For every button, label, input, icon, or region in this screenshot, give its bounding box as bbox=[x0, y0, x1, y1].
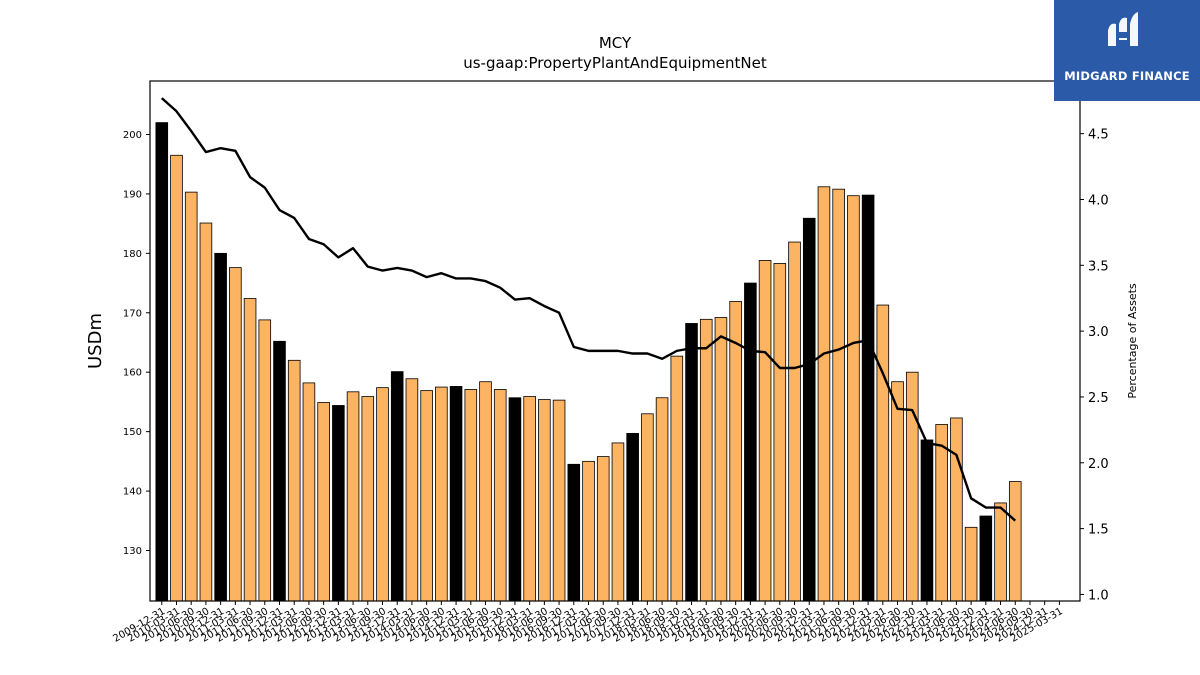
bar bbox=[670, 355, 684, 602]
y2-tick-label: 1.0 bbox=[1088, 588, 1109, 603]
bar bbox=[420, 390, 433, 602]
bar bbox=[273, 340, 286, 602]
bar bbox=[287, 359, 301, 602]
midgard-logo-icon bbox=[1108, 12, 1138, 46]
bar bbox=[920, 439, 934, 602]
bar bbox=[626, 433, 639, 602]
y-axis-label: USDm bbox=[85, 313, 106, 369]
bar bbox=[832, 188, 845, 602]
bar bbox=[994, 502, 1007, 602]
bar bbox=[699, 318, 713, 602]
y2-axis: 1.0 1.5 2.0 2.5 3.0 3.5 4.0 4.5 bbox=[1080, 128, 1109, 603]
bar bbox=[596, 456, 610, 602]
y2-axis-label: Percentage of Assets bbox=[1126, 283, 1139, 399]
y2-tick-label: 1.5 bbox=[1088, 523, 1109, 538]
bar bbox=[847, 195, 860, 602]
bar bbox=[552, 399, 566, 602]
y-tick-label: 140 bbox=[123, 487, 142, 498]
bar bbox=[449, 386, 463, 602]
y2-tick-label: 3.5 bbox=[1088, 259, 1109, 274]
bar bbox=[744, 282, 757, 602]
bar bbox=[611, 442, 625, 602]
bar bbox=[950, 417, 963, 602]
bar bbox=[184, 191, 198, 602]
bar bbox=[243, 298, 257, 602]
plot-frame bbox=[149, 80, 1081, 602]
bar bbox=[655, 397, 669, 602]
logo: MIDGARD FINANCE bbox=[1054, 0, 1200, 101]
y2-tick-label: 3.0 bbox=[1088, 325, 1109, 340]
bar bbox=[964, 526, 978, 602]
y-tick-label: 190 bbox=[123, 189, 142, 200]
bar bbox=[464, 389, 478, 602]
bar bbox=[523, 396, 536, 602]
line-layer bbox=[160, 97, 1017, 522]
bar bbox=[714, 317, 728, 602]
bar bbox=[861, 194, 875, 602]
bar bbox=[817, 186, 831, 602]
bar bbox=[479, 381, 492, 602]
bar bbox=[685, 323, 698, 602]
bar bbox=[214, 252, 227, 602]
bar bbox=[302, 382, 316, 602]
y-tick-label: 150 bbox=[123, 427, 142, 438]
bar bbox=[317, 402, 330, 602]
bar bbox=[641, 413, 654, 602]
y-tick-label: 200 bbox=[123, 130, 142, 141]
y-tick-label: 130 bbox=[123, 546, 142, 557]
y2-tick-label: 2.0 bbox=[1088, 457, 1109, 472]
bar bbox=[229, 267, 242, 602]
bar bbox=[258, 319, 272, 602]
y2-tick-label: 2.5 bbox=[1088, 391, 1109, 406]
y2-tick-label: 4.5 bbox=[1088, 128, 1109, 143]
bar bbox=[508, 397, 522, 602]
y-tick-label: 180 bbox=[123, 249, 142, 260]
y-axis: 130 140 150 160 170 180 190 200 bbox=[123, 130, 150, 557]
bar bbox=[905, 371, 919, 602]
bar bbox=[758, 260, 772, 602]
bar bbox=[891, 381, 904, 602]
bar bbox=[390, 371, 404, 602]
percentage-line bbox=[160, 97, 1017, 522]
bar bbox=[935, 424, 948, 602]
y-tick-label: 160 bbox=[123, 368, 142, 379]
bar bbox=[788, 241, 801, 602]
bar bbox=[538, 399, 551, 602]
bar bbox=[435, 386, 448, 602]
bar bbox=[376, 387, 389, 602]
bar bbox=[361, 396, 375, 602]
bar bbox=[405, 378, 419, 602]
bar bbox=[1008, 481, 1022, 602]
bar bbox=[493, 389, 507, 602]
bar bbox=[332, 405, 345, 602]
bar bbox=[979, 515, 993, 602]
y-tick-label: 170 bbox=[123, 308, 142, 319]
chart-title: MCY bbox=[599, 34, 632, 52]
bar bbox=[582, 460, 595, 602]
bar bbox=[802, 217, 816, 602]
x-axis: 2009-12-312010-03-312010-06-302010-09-30… bbox=[111, 601, 1065, 645]
y2-tick-label: 4.0 bbox=[1088, 193, 1109, 208]
bar bbox=[346, 391, 360, 602]
bar bbox=[876, 304, 890, 602]
bar bbox=[567, 463, 581, 602]
chart-subtitle: us-gaap:PropertyPlantAndEquipmentNet bbox=[463, 54, 767, 72]
bar bbox=[170, 154, 183, 602]
bar bbox=[199, 222, 213, 602]
logo-text: MIDGARD FINANCE bbox=[1064, 69, 1190, 83]
bars-layer bbox=[155, 122, 1022, 602]
bar bbox=[773, 263, 787, 602]
bar bbox=[155, 122, 169, 602]
